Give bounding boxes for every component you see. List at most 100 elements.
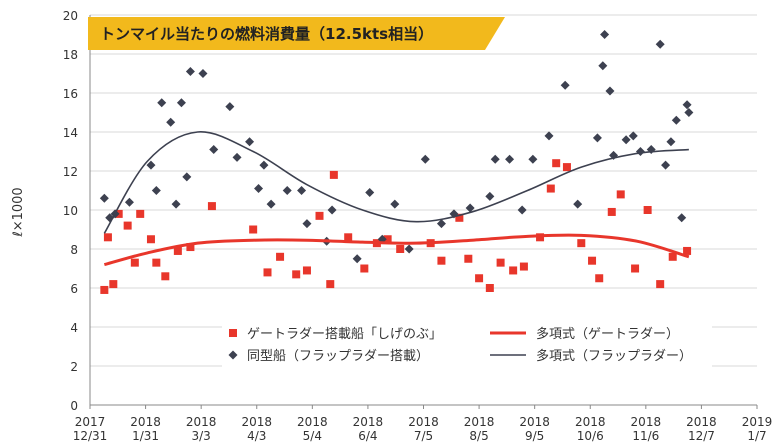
point: [302, 219, 312, 229]
point: [225, 102, 235, 112]
point: [185, 67, 195, 77]
point: [396, 245, 405, 253]
point: [464, 254, 473, 263]
x-tick-label: 2018 5/4: [297, 415, 328, 443]
point: [588, 256, 597, 265]
point: [519, 262, 528, 271]
point: [146, 235, 155, 244]
point: [668, 252, 677, 261]
point: [254, 184, 264, 194]
y-tick-label: 10: [63, 204, 78, 218]
point: [315, 211, 324, 220]
point: [404, 244, 414, 254]
point: [562, 163, 571, 172]
x-tick-label: 2019 1/7: [742, 415, 773, 443]
point: [344, 233, 353, 242]
point: [176, 98, 186, 108]
point: [655, 39, 665, 49]
point: [232, 152, 242, 162]
y-axis-label: ℓ×1000: [11, 187, 26, 237]
point: [161, 272, 170, 281]
y-tick-label: 12: [63, 165, 78, 179]
chart-title: トンマイル当たりの燃料消費量（12.5kts相当）: [100, 25, 433, 43]
point: [490, 154, 500, 164]
y-tick-label: 2: [70, 360, 78, 374]
point: [616, 190, 625, 199]
point: [263, 268, 272, 277]
x-tick-label: 2018 7/5: [408, 415, 439, 443]
point: [152, 258, 161, 267]
x-tick-label: 2018 6/4: [353, 415, 384, 443]
point: [592, 133, 602, 143]
x-tick-label: 2017 12/31: [73, 415, 108, 443]
point: [465, 203, 475, 213]
point: [186, 243, 195, 252]
point: [682, 100, 692, 110]
point: [123, 221, 132, 230]
legend-swatch: [228, 350, 238, 360]
point: [282, 186, 292, 195]
point: [182, 172, 192, 182]
title-banner: [88, 17, 505, 50]
trend-line: [103, 233, 690, 267]
point: [259, 160, 269, 170]
point: [436, 219, 446, 229]
point: [607, 207, 616, 216]
point: [546, 184, 555, 193]
point: [496, 258, 505, 267]
x-tick-label: 2018 4/3: [241, 415, 272, 443]
y-tick-label: 16: [63, 87, 78, 101]
x-tick-label: 2018 10/6: [575, 415, 606, 443]
trend-line: [103, 131, 689, 234]
point: [420, 154, 430, 164]
point: [171, 199, 181, 209]
point: [595, 274, 604, 283]
point: [157, 98, 167, 108]
point: [635, 147, 645, 156]
point: [103, 233, 112, 242]
point: [146, 160, 156, 170]
point: [207, 202, 216, 211]
point: [517, 205, 527, 215]
point: [661, 160, 671, 170]
point: [677, 213, 687, 223]
y-tick-label: 18: [63, 48, 78, 62]
point: [302, 266, 311, 275]
x-tick-label: 2018 8/5: [464, 415, 495, 443]
y-tick-label: 8: [70, 243, 78, 257]
legend-bg: [222, 320, 712, 368]
legend-label: 多項式（ゲートラダー）: [536, 326, 679, 342]
point: [173, 246, 182, 255]
point: [390, 199, 400, 209]
point: [326, 280, 335, 289]
point: [329, 170, 338, 179]
point: [485, 191, 495, 201]
point: [124, 197, 134, 207]
x-tick-label: 2018 11/6: [631, 415, 662, 443]
point: [455, 213, 464, 222]
point: [631, 264, 640, 273]
point: [605, 86, 615, 96]
point: [297, 186, 307, 195]
point: [552, 159, 561, 168]
point: [600, 30, 610, 39]
point: [437, 256, 446, 265]
point: [100, 285, 109, 294]
x-tick-label: 2018 9/5: [519, 415, 550, 443]
point: [544, 131, 554, 141]
point: [249, 225, 258, 234]
point: [485, 284, 494, 292]
legend-label: 同型船（フラップラダー搭載）: [247, 348, 429, 364]
point: [475, 274, 484, 283]
legend-swatch: [229, 329, 237, 337]
legend: ゲートラダー搭載船「しげのぶ」同型船（フラップラダー搭載） 多項式（ゲートラダー）…: [222, 320, 712, 368]
point: [666, 137, 676, 147]
point: [383, 235, 392, 244]
point: [365, 187, 375, 197]
point: [99, 193, 109, 203]
point: [130, 258, 139, 267]
legend-label: 多項式（フラップラダー）: [536, 348, 692, 364]
point: [245, 137, 255, 147]
legend-label: ゲートラダー搭載船「しげのぶ」: [247, 326, 442, 342]
